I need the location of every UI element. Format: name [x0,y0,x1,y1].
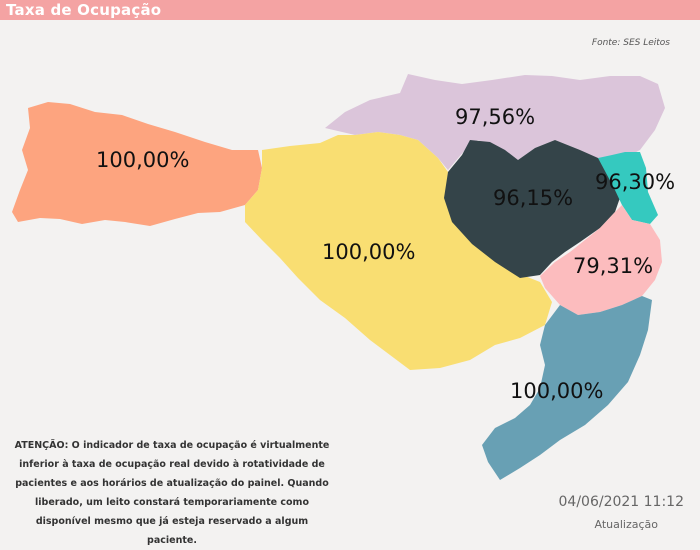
label-planalto-norte: 97,56% [455,105,535,129]
label-sul: 100,00% [510,379,603,403]
label-grande-florianopolis: 79,31% [573,254,653,278]
region-oeste[interactable] [12,102,262,226]
label-vale-itajai: 96,15% [493,186,573,210]
region-foz-itajai[interactable] [598,152,658,224]
region-meio-oeste-serra[interactable] [245,132,552,370]
region-vale-itajai[interactable] [444,140,622,278]
label-oeste: 100,00% [96,148,189,172]
header-bar: Taxa de Ocupação [0,0,700,20]
warning-note: ATENÇÃO: O indicador de taxa de ocupação… [14,440,330,546]
label-meio-oeste-serra: 100,00% [322,240,415,264]
label-foz-itajai: 96,30% [595,170,675,194]
update-label: Atualização [594,518,658,531]
region-grande-florianopolis[interactable] [540,205,662,315]
region-planalto-norte[interactable] [325,74,665,170]
page-title: Taxa de Ocupação [6,1,162,19]
occupancy-map: 100,00% 97,56% 100,00% 96,15% 96,30% 79,… [12,74,675,480]
region-sul[interactable] [482,296,652,480]
source-note: Fonte: SES Leitos [591,38,670,48]
update-timestamp: 04/06/2021 11:12 [558,494,685,510]
